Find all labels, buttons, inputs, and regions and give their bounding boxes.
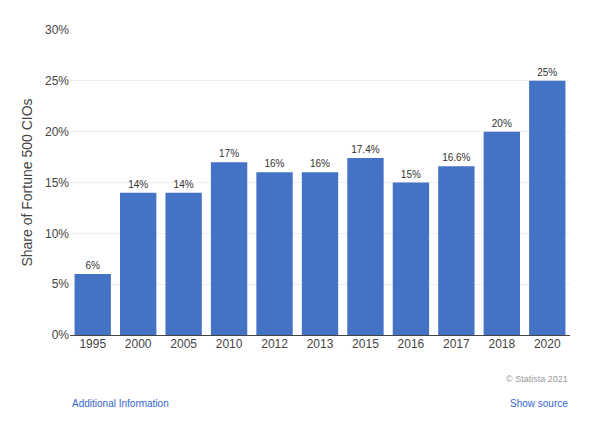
svg-text:25%: 25% <box>45 74 69 88</box>
svg-text:15%: 15% <box>401 169 421 180</box>
svg-text:16%: 16% <box>310 158 330 169</box>
svg-text:2017: 2017 <box>443 337 470 351</box>
svg-text:25%: 25% <box>537 67 557 78</box>
svg-text:2018: 2018 <box>488 337 515 351</box>
svg-text:16.6%: 16.6% <box>442 152 470 163</box>
svg-text:2013: 2013 <box>307 337 334 351</box>
svg-text:2000: 2000 <box>125 337 152 351</box>
svg-text:Show source: Show source <box>510 398 568 409</box>
svg-text:15%: 15% <box>45 176 69 190</box>
svg-text:10%: 10% <box>45 227 69 241</box>
svg-text:14%: 14% <box>128 179 148 190</box>
svg-text:20%: 20% <box>45 125 69 139</box>
svg-text:2016: 2016 <box>398 337 425 351</box>
svg-text:30%: 30% <box>45 23 69 37</box>
svg-text:0%: 0% <box>52 328 70 342</box>
svg-text:20%: 20% <box>492 118 512 129</box>
svg-text:2020: 2020 <box>534 337 561 351</box>
svg-text:2015: 2015 <box>352 337 379 351</box>
svg-text:14%: 14% <box>174 179 194 190</box>
svg-text:Additional Information: Additional Information <box>72 398 169 409</box>
svg-text:17%: 17% <box>219 148 239 159</box>
svg-text:6%: 6% <box>85 260 100 271</box>
svg-text:2010: 2010 <box>216 337 243 351</box>
svg-text:17.4%: 17.4% <box>351 144 379 155</box>
svg-text:2012: 2012 <box>261 337 288 351</box>
svg-text:2005: 2005 <box>170 337 197 351</box>
svg-text:5%: 5% <box>52 277 70 291</box>
svg-text:© Statista 2021: © Statista 2021 <box>506 374 568 384</box>
svg-text:Share of Fortune 500 CIOs: Share of Fortune 500 CIOs <box>19 98 35 266</box>
svg-text:16%: 16% <box>264 158 284 169</box>
svg-text:1995: 1995 <box>79 337 106 351</box>
